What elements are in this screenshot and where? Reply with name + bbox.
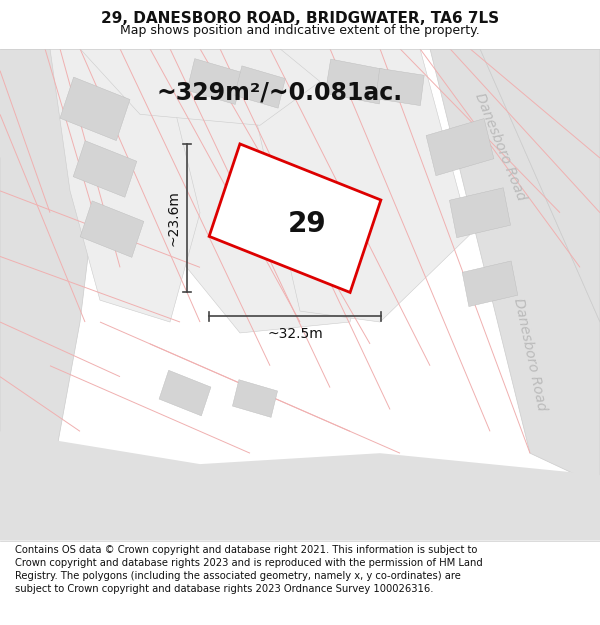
Polygon shape xyxy=(325,59,385,104)
Text: ~23.6m: ~23.6m xyxy=(166,190,180,246)
Polygon shape xyxy=(462,261,518,306)
Polygon shape xyxy=(426,119,494,176)
Text: ~329m²/~0.081ac.: ~329m²/~0.081ac. xyxy=(157,81,403,104)
Polygon shape xyxy=(0,431,600,541)
Text: 29, DANESBORO ROAD, BRIDGWATER, TA6 7LS: 29, DANESBORO ROAD, BRIDGWATER, TA6 7LS xyxy=(101,11,499,26)
Polygon shape xyxy=(80,201,144,258)
Polygon shape xyxy=(449,188,511,238)
Polygon shape xyxy=(209,144,381,292)
Text: ~32.5m: ~32.5m xyxy=(267,327,323,341)
Text: Map shows position and indicative extent of the property.: Map shows position and indicative extent… xyxy=(120,24,480,36)
Text: 29: 29 xyxy=(287,209,326,238)
Polygon shape xyxy=(187,59,243,104)
Text: Danesboro Road: Danesboro Road xyxy=(472,91,528,203)
Polygon shape xyxy=(235,66,286,108)
Polygon shape xyxy=(60,77,130,141)
Polygon shape xyxy=(440,49,600,322)
Polygon shape xyxy=(415,49,600,486)
Polygon shape xyxy=(240,49,470,322)
Polygon shape xyxy=(0,49,100,519)
Polygon shape xyxy=(159,370,211,416)
Polygon shape xyxy=(140,49,380,333)
Polygon shape xyxy=(251,171,309,221)
Polygon shape xyxy=(0,49,120,158)
Polygon shape xyxy=(50,49,200,322)
Polygon shape xyxy=(376,68,424,106)
Text: Contains OS data © Crown copyright and database right 2021. This information is : Contains OS data © Crown copyright and d… xyxy=(15,545,483,594)
Text: Danesboro Road: Danesboro Road xyxy=(511,297,549,412)
Polygon shape xyxy=(73,141,137,198)
Polygon shape xyxy=(80,49,320,125)
Polygon shape xyxy=(232,379,278,418)
